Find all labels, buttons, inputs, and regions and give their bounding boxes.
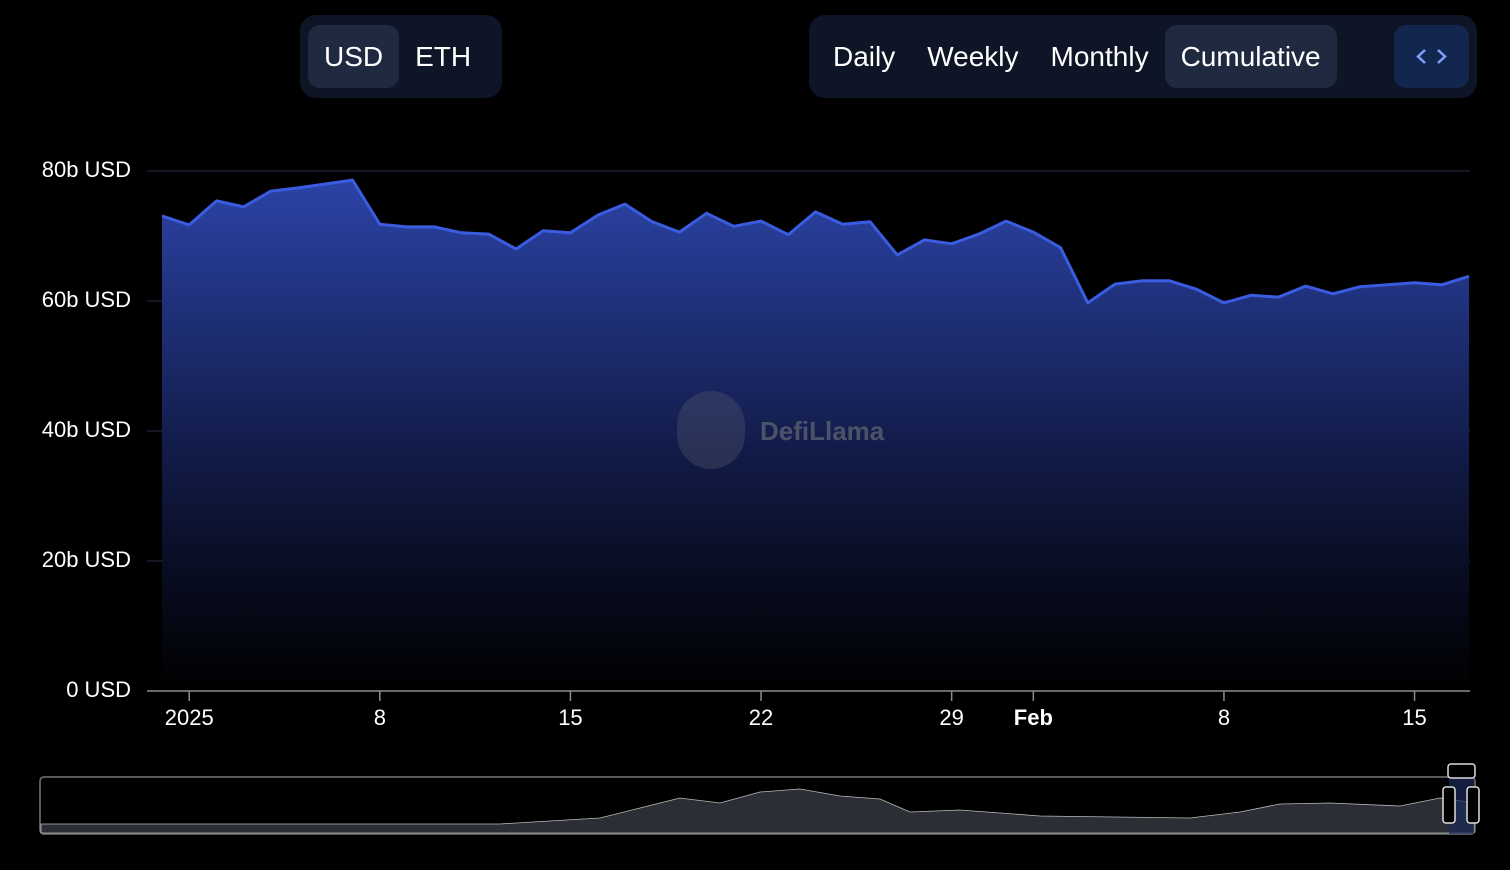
watermark: DefiLlama	[760, 416, 885, 446]
area	[162, 180, 1469, 691]
x-tick-label: 8	[374, 705, 386, 730]
watermark-logo	[677, 391, 745, 469]
y-tick-label: 80b USD	[42, 157, 131, 182]
currency-toggle: USD ETH	[300, 15, 502, 98]
toggle-button[interactable]: Daily	[833, 40, 896, 72]
x-tick-label: 15	[1402, 705, 1426, 730]
y-tick-label: 20b USD	[42, 547, 131, 572]
x-tick-label: 2025	[165, 705, 214, 730]
y-tick-label: 40b USD	[42, 417, 131, 442]
toggle-button[interactable]: Cumulative	[1164, 25, 1337, 88]
embed-icon	[1416, 49, 1447, 64]
x-tick-label: 15	[558, 705, 582, 730]
x-tick-label: 8	[1218, 705, 1230, 730]
x-tick-label: 22	[749, 705, 773, 730]
navigator	[39, 763, 1480, 835]
line	[161, 178, 1470, 305]
y-tick-label: 60b USD	[42, 287, 131, 312]
embed-button[interactable]	[1394, 25, 1469, 88]
period-toggle: Daily Weekly Monthly Cumulative	[809, 15, 1477, 98]
toggle-button[interactable]: Monthly	[1050, 40, 1149, 72]
toggle-button[interactable]: Weekly	[927, 40, 1019, 72]
x-tick-label: 29	[939, 705, 963, 730]
toggle-button[interactable]: USD	[308, 25, 400, 88]
plot: 0 USD 20b USD 40b USD 60b USD 80b USD 2025 8 15…	[42, 157, 1470, 730]
toggle-button[interactable]: ETH	[415, 40, 472, 72]
y-tick-label: 0 USD	[66, 677, 131, 702]
x-tick-label: Feb	[1014, 705, 1053, 730]
